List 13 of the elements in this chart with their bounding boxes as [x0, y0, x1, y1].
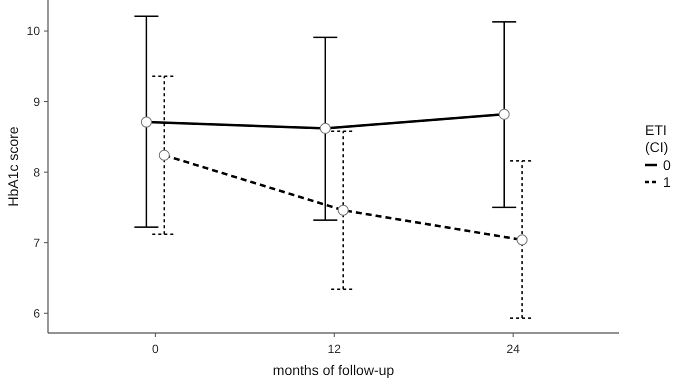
x-tick-label: 12 [328, 342, 342, 356]
x-axis-title: months of follow-up [272, 362, 394, 378]
x-tick-label: 24 [506, 342, 520, 356]
y-axis-title: HbA1c score [5, 126, 21, 207]
legend-title: ETI (CI) [645, 122, 668, 155]
y-tick-label: 8 [33, 165, 40, 180]
legend-label: 0 [663, 156, 671, 173]
y-tick-label: 7 [33, 236, 40, 250]
x-tick-label: 0 [152, 342, 159, 356]
y-tick-label: 10 [26, 24, 40, 38]
legend-label: 1 [663, 174, 671, 190]
y-tick-label: 6 [33, 306, 40, 320]
y-tick-label: 9 [33, 94, 40, 109]
